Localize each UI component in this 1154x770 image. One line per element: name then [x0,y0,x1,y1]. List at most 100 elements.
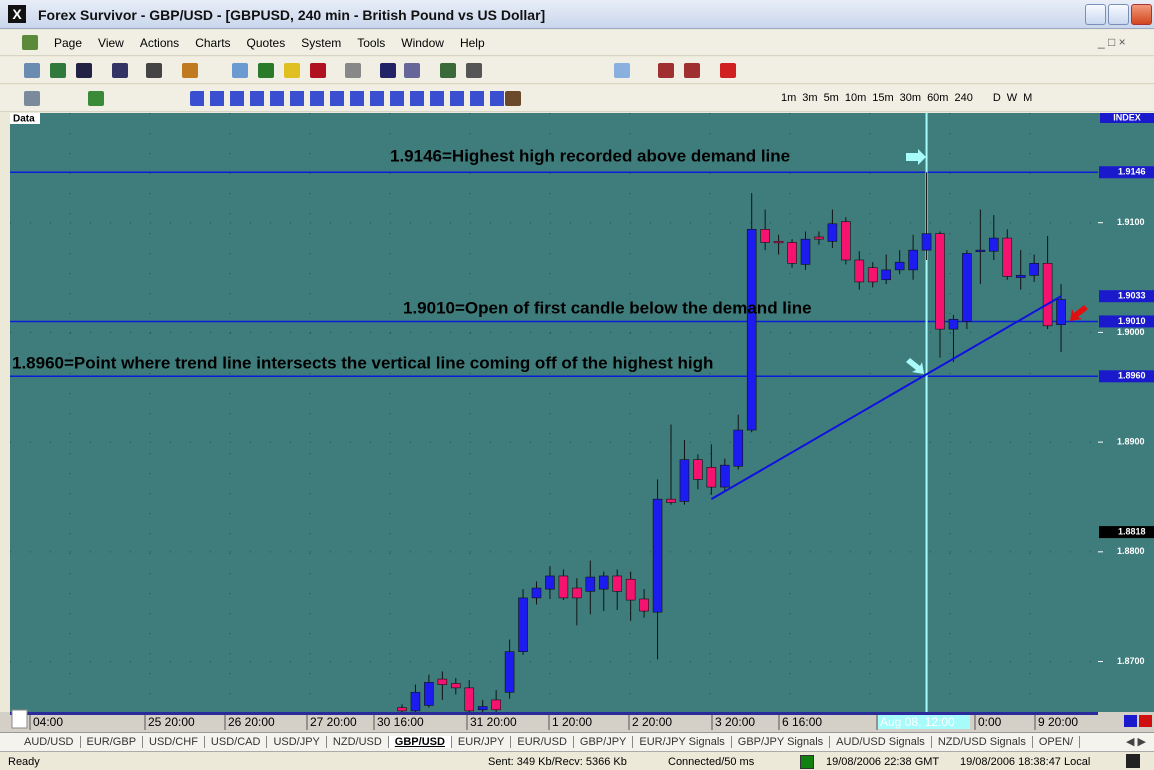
menu-item[interactable]: Page [54,36,83,50]
candle-body [827,223,838,242]
tool-icon[interactable] [466,63,482,78]
x-tick-label: 0:00 [978,715,1002,729]
timeframe-button[interactable]: M [1023,92,1033,104]
tool-icon[interactable] [284,63,300,78]
timeframe-button[interactable]: 60m [927,92,949,104]
menu-item[interactable]: System [301,36,342,50]
symbol-tab[interactable]: OPEN/ [1033,736,1081,748]
x-tick-label: 6 16:00 [782,715,822,729]
y-tick-label: 1.8900 [1117,436,1145,446]
menu: Page View Actions Charts Quotes System Tools Wi… [46,36,493,50]
candle-body [666,498,676,503]
tool-icon[interactable] [76,63,92,78]
tool-icon[interactable] [720,63,736,78]
candle-body [746,228,757,431]
candle-body [854,259,865,283]
candle-body [706,467,717,488]
status-connection: Connected/50 ms [668,756,755,768]
candle-body [760,228,770,243]
tool-icon[interactable] [658,63,674,78]
candle-body [988,237,999,252]
symbol-tab[interactable]: AUD/USD Signals [830,736,932,748]
menu-item[interactable]: Tools [357,36,386,50]
menu-item[interactable]: View [98,36,124,50]
drawing-tools[interactable] [190,91,510,106]
scroll-box[interactable] [11,709,28,729]
axis-label: INDEX [1113,112,1141,122]
maximize-button[interactable] [1108,4,1129,25]
menu-item[interactable]: Help [459,36,485,50]
symbol-tab[interactable]: NZD/USD Signals [932,736,1033,748]
tool-icon[interactable] [112,63,128,78]
symbol-tab[interactable]: GBP/USD [388,736,452,748]
symbol-tab[interactable]: USD/JPY [267,736,327,748]
timeframe-button[interactable]: 15m [872,92,894,104]
candle-body [1056,299,1066,326]
tool-icon[interactable] [404,63,420,78]
connection-indicator [800,755,814,769]
tool-icon[interactable] [232,63,248,78]
candle-body [679,459,690,502]
symbol-tab[interactable]: AUD/USD [18,736,81,748]
symbol-tab[interactable]: GBP/JPY [574,736,634,748]
tool-icon[interactable] [258,63,274,78]
tool-icon[interactable] [24,91,40,106]
x-tick-label: 25 20:00 [148,715,195,729]
tool-icon[interactable] [310,63,326,78]
symbol-tab[interactable]: GBP/JPY Signals [732,736,831,748]
candle-body [962,253,972,322]
symbol-tab[interactable]: EUR/JPY [452,736,512,748]
menu-item[interactable]: Charts [195,36,231,50]
tool-icon[interactable] [50,63,66,78]
timeframe-button[interactable]: 3m [802,92,818,104]
timeframe-button[interactable]: 240 [954,92,973,104]
tool-icon[interactable] [440,63,456,78]
axis-button[interactable] [1124,715,1137,727]
candle-body [491,699,501,711]
candle-body [450,683,461,689]
candle-body [1002,237,1013,277]
tool-icon[interactable] [182,63,198,78]
symbol-tab[interactable]: USD/CHF [143,736,205,748]
symbol-tab[interactable]: EUR/GBP [81,736,144,748]
candle-body [558,575,569,599]
symbol-tab[interactable]: USD/CAD [205,736,268,748]
tool-icon[interactable] [88,91,104,106]
candle-body [867,267,878,283]
timeframe-button[interactable]: 10m [844,92,867,104]
axis-button[interactable] [1139,715,1152,727]
timeframe-button[interactable]: W [1006,92,1018,104]
annotation-arrow [906,358,924,374]
mdi-controls[interactable]: _ □ × [1098,35,1126,49]
candle-body [518,597,528,652]
candle-body [948,318,959,330]
annotation: 1.9010=Open of first candle below the de… [403,298,812,317]
symbol-tab[interactable]: EUR/JPY Signals [633,736,732,748]
tool-icon[interactable] [345,63,361,78]
candle-body [908,249,918,271]
timeframes: 1m 3m 5m 10m 15m 30m 60m 240 D W M [778,92,1035,104]
minimize-button[interactable] [1085,4,1106,25]
timeframe-button[interactable]: 5m [823,92,839,104]
symbol-tab[interactable]: EUR/USD [511,736,574,748]
timeframe-button[interactable]: 1m [781,92,797,104]
status-text: Ready [8,756,40,768]
timeframe-button[interactable]: D [992,92,1001,104]
tool-icon[interactable] [380,63,396,78]
tool-icon[interactable] [614,63,630,78]
y-tick-label: 1.9000 [1117,327,1145,337]
menu-item[interactable]: Actions [139,36,180,50]
tool-icon[interactable] [684,63,700,78]
tool-icon[interactable] [146,63,162,78]
close-button[interactable] [1131,4,1152,25]
menu-item[interactable]: Window [401,36,444,50]
tool-icon[interactable] [505,91,521,106]
panel-label-box [10,113,40,124]
candle-body [881,269,892,281]
menu-item[interactable]: Quotes [246,36,286,50]
timeframe-button[interactable]: 30m [899,92,922,104]
tool-icon[interactable] [24,63,40,78]
symbol-tab[interactable]: NZD/USD [327,736,389,748]
tab-scroll[interactable]: ◀ ▶ [1126,736,1146,748]
